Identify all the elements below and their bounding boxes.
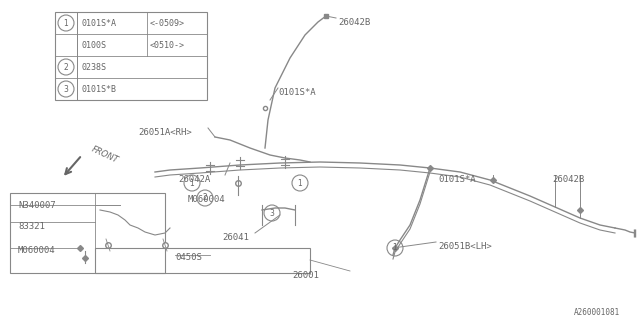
Text: 26001: 26001 <box>292 271 319 280</box>
Text: 1: 1 <box>298 179 302 188</box>
Text: 0100S: 0100S <box>81 41 106 50</box>
Bar <box>55 12 207 100</box>
Text: M060004: M060004 <box>18 246 56 255</box>
Text: M060004: M060004 <box>188 195 226 204</box>
Text: 0101S*A: 0101S*A <box>438 175 476 184</box>
Text: 26042B: 26042B <box>338 18 371 27</box>
Text: 3: 3 <box>269 209 275 218</box>
Text: 83321: 83321 <box>18 222 45 231</box>
Text: 26051A<RH>: 26051A<RH> <box>138 128 192 137</box>
Bar <box>95 248 310 273</box>
Text: FRONT: FRONT <box>90 145 120 165</box>
Text: 0101S*B: 0101S*B <box>81 84 116 93</box>
Text: 0101S*A: 0101S*A <box>81 19 116 28</box>
Text: 0450S: 0450S <box>175 253 202 262</box>
Text: 0238S: 0238S <box>81 62 106 71</box>
Text: 26042A: 26042A <box>178 175 211 184</box>
Text: <-0509>: <-0509> <box>150 19 185 28</box>
Text: A260001081: A260001081 <box>573 308 620 317</box>
Text: 26041: 26041 <box>222 233 249 242</box>
Text: 1: 1 <box>63 19 68 28</box>
Text: 26051B<LH>: 26051B<LH> <box>438 242 492 251</box>
Text: 1: 1 <box>392 244 397 252</box>
Text: 1: 1 <box>189 179 195 188</box>
Bar <box>10 193 165 273</box>
Text: <0510->: <0510-> <box>150 41 185 50</box>
Text: 2: 2 <box>63 62 68 71</box>
Text: 26042B: 26042B <box>552 175 584 184</box>
Text: 0101S*A: 0101S*A <box>278 88 316 97</box>
Text: N340007: N340007 <box>18 201 56 210</box>
Text: 2: 2 <box>203 194 207 203</box>
Text: 3: 3 <box>63 84 68 93</box>
